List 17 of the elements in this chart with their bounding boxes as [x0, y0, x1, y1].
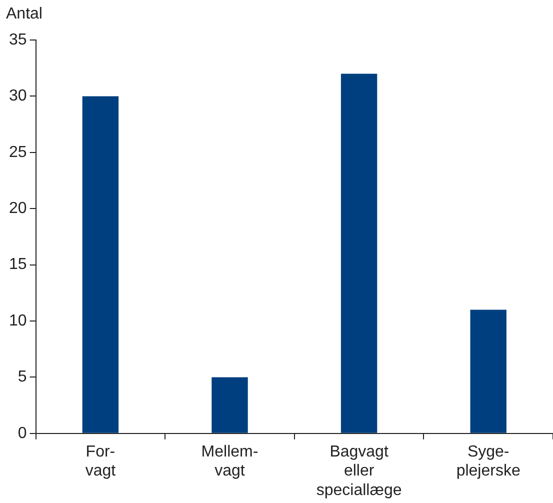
bar	[212, 377, 248, 433]
y-tick-label: 10	[9, 312, 27, 330]
y-tick-label: 15	[9, 256, 27, 274]
y-tick-label: 30	[9, 88, 27, 105]
bar	[82, 96, 119, 433]
y-axis-title: Antal	[6, 5, 42, 22]
x-tick-label: Mellem- vagt	[201, 443, 258, 480]
bar	[340, 74, 378, 433]
y-tick-label: 25	[9, 144, 27, 161]
x-tick-label: Bagvagt eller speciallæge	[316, 443, 402, 499]
bar	[470, 310, 506, 433]
y-tick-label: 5	[18, 368, 27, 386]
y-tick-label: 35	[9, 31, 27, 48]
x-tick-label: For- vagt	[85, 443, 116, 480]
x-tick-label: Syge- plejerske	[456, 443, 520, 480]
y-tick-label: 20	[9, 200, 27, 218]
y-tick-label: 0	[18, 424, 27, 442]
